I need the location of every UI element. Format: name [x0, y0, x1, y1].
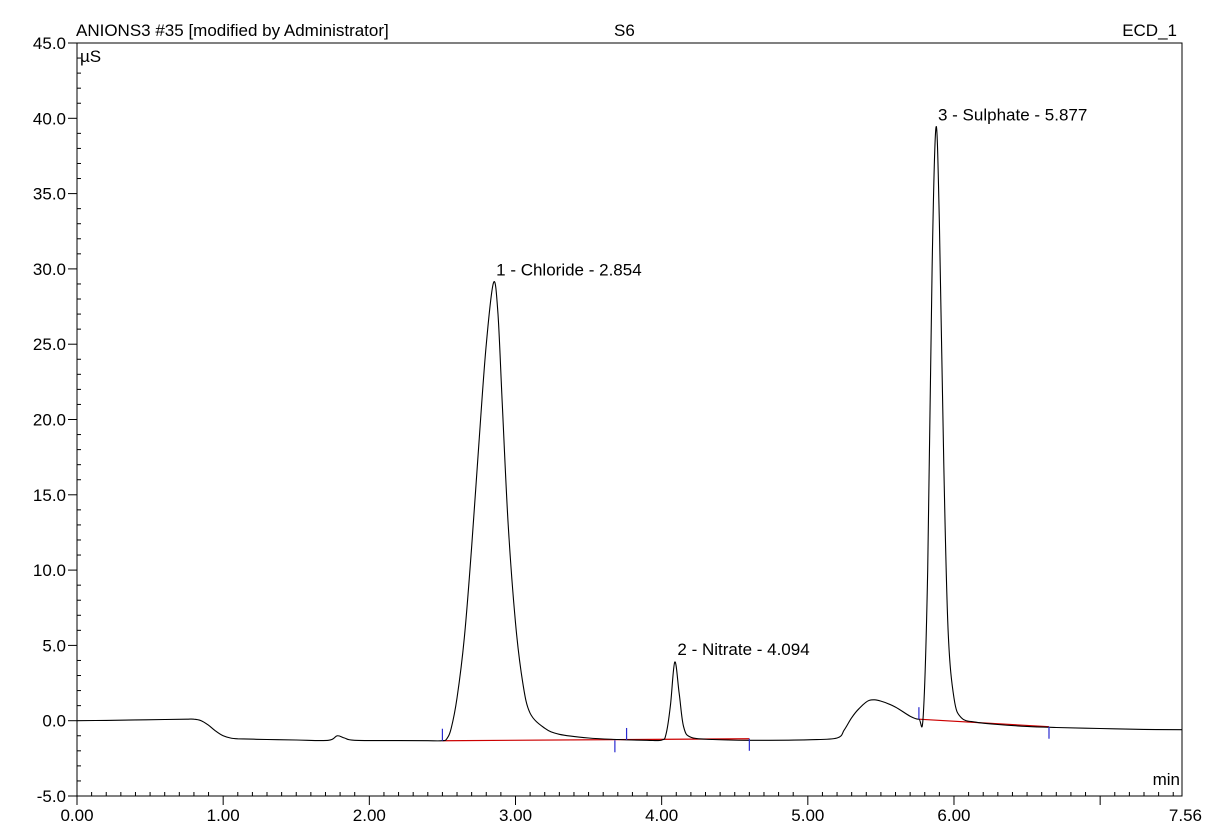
x-tick-label: 4.00: [645, 806, 678, 825]
baselines: [442, 718, 1050, 742]
y-tick-label: -5.0: [37, 787, 66, 806]
x-tick-label: 7.56: [1169, 806, 1202, 825]
x-tick-label: 1.00: [207, 806, 240, 825]
x-tick-label: 6.00: [937, 806, 970, 825]
y-tick-label: 0.0: [42, 712, 66, 731]
y-tick-labels: -5.0 0.0 5.0 10.0 15.0 20.0 25.0 30.0 35.0 40.0 45…: [33, 34, 66, 806]
y-tick-label: 5.0: [42, 636, 66, 655]
y-tick-label: 15.0: [33, 486, 66, 505]
y-tick-label: 35.0: [33, 185, 66, 204]
y-tick-label: 20.0: [33, 411, 66, 430]
y-tick-label: 25.0: [33, 335, 66, 354]
channel-name: ECD_1: [1122, 21, 1177, 40]
plot-frame: [76, 42, 1183, 797]
peak-label: 2 - Nitrate - 4.094: [677, 640, 809, 659]
y-tick-label: 10.0: [33, 561, 66, 580]
peak-labels: 1 - Chloride - 2.854 2 - Nitrate - 4.094 3…: [496, 105, 1087, 659]
x-axis-unit: min: [1153, 770, 1180, 789]
x-tick-label: 0.00: [60, 806, 93, 825]
x-tick-label: 5.00: [791, 806, 824, 825]
y-tick-label: 30.0: [33, 260, 66, 279]
peak-label: 1 - Chloride - 2.854: [496, 260, 642, 279]
peak-label: 3 - Sulphate - 5.877: [938, 105, 1087, 124]
sample-name: S6: [614, 21, 635, 40]
x-tick-label: 3.00: [499, 806, 532, 825]
integration-markers: [441, 707, 1050, 753]
sample-title: ANIONS3 #35 [modified by Administrator]: [76, 21, 389, 40]
y-tick-label: 45.0: [33, 34, 66, 53]
chromatogram-trace: [76, 126, 1183, 742]
y-tick-label: 40.0: [33, 109, 66, 128]
y-axis-unit: µS: [80, 47, 101, 66]
x-tick-label: 2.00: [353, 806, 386, 825]
axis-ticks: [68, 42, 1174, 805]
x-tick-labels: 0.00 1.00 2.00 3.00 4.00 5.00 6.00 7.56: [60, 806, 1202, 825]
